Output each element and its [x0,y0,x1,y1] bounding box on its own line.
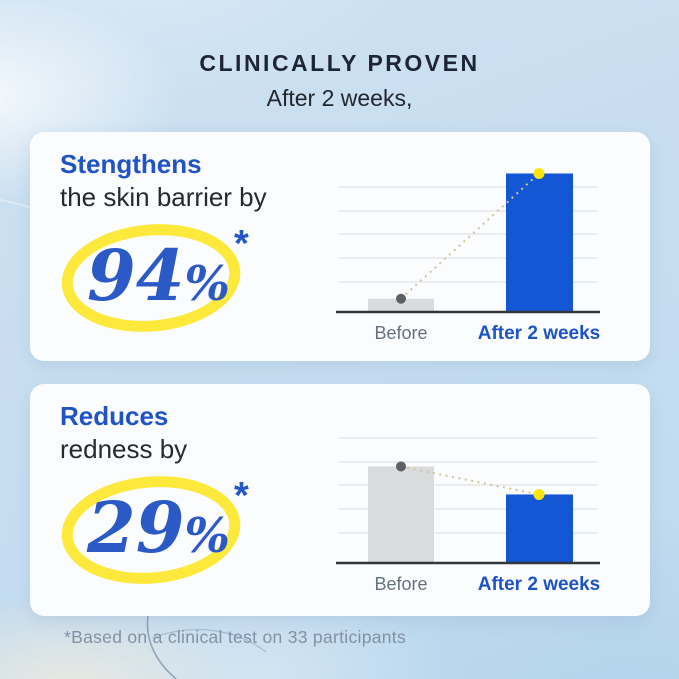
card-skin-barrier: Stengthens the skin barrier by 94% * Bef… [30,132,650,361]
bar-after [506,173,573,312]
page-title: CLINICALLY PROVEN [199,50,480,76]
x-label-before: Before [374,574,427,594]
x-label-before: Before [374,323,427,343]
stat-badge-29-percent: 29% * [61,473,252,584]
yellow-circle-highlight [61,224,241,332]
before-dot [396,293,406,304]
heading-rest: the skin barrier by [60,182,267,212]
bar-chart-redness: Before After 2 weeks [336,437,601,595]
yellow-circle-highlight [61,476,241,584]
heading-rest: redness by [60,434,188,464]
bar-before [368,298,434,312]
stat-asterisk: * [234,475,249,517]
clinical-test-footnote: *Based on a clinical test on 33 particip… [64,627,407,647]
stat-asterisk: * [234,223,249,265]
stat-value: 94% [87,234,230,317]
bar-after [506,494,573,563]
card-heading: Stengthens the skin barrier by [60,148,267,214]
bar-before [368,466,434,563]
after-dot [533,167,545,179]
heading-accent: Reduces [60,401,169,431]
card-redness: Reduces redness by 29% * Before After 2 [30,384,650,616]
page-subtitle: After 2 weeks, [266,85,413,111]
stat-value: 29% [86,486,230,569]
x-label-after: After 2 weeks [478,574,601,595]
stat-badge-94-percent: 94% * [61,221,252,332]
bar-chart-skin-barrier: Before After 2 weeks [336,167,601,344]
heading-accent: Stengthens [60,149,202,179]
after-dot [533,488,545,500]
card-heading: Reduces redness by [60,400,187,466]
before-dot [396,461,406,472]
trend-dotted-line [400,465,540,496]
x-label-after: After 2 weeks [478,323,601,344]
